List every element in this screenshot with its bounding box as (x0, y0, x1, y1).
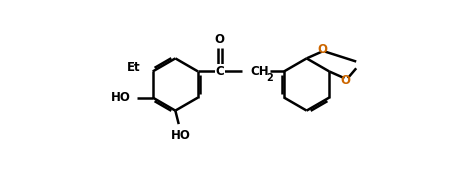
Text: HO: HO (111, 91, 131, 104)
Text: CH: CH (250, 65, 269, 78)
Text: C: C (215, 65, 224, 78)
Text: HO: HO (171, 129, 190, 142)
Text: O: O (340, 74, 350, 87)
Text: O: O (318, 43, 328, 56)
Text: Et: Et (127, 61, 141, 74)
Text: 2: 2 (266, 73, 272, 83)
Text: O: O (215, 33, 225, 46)
